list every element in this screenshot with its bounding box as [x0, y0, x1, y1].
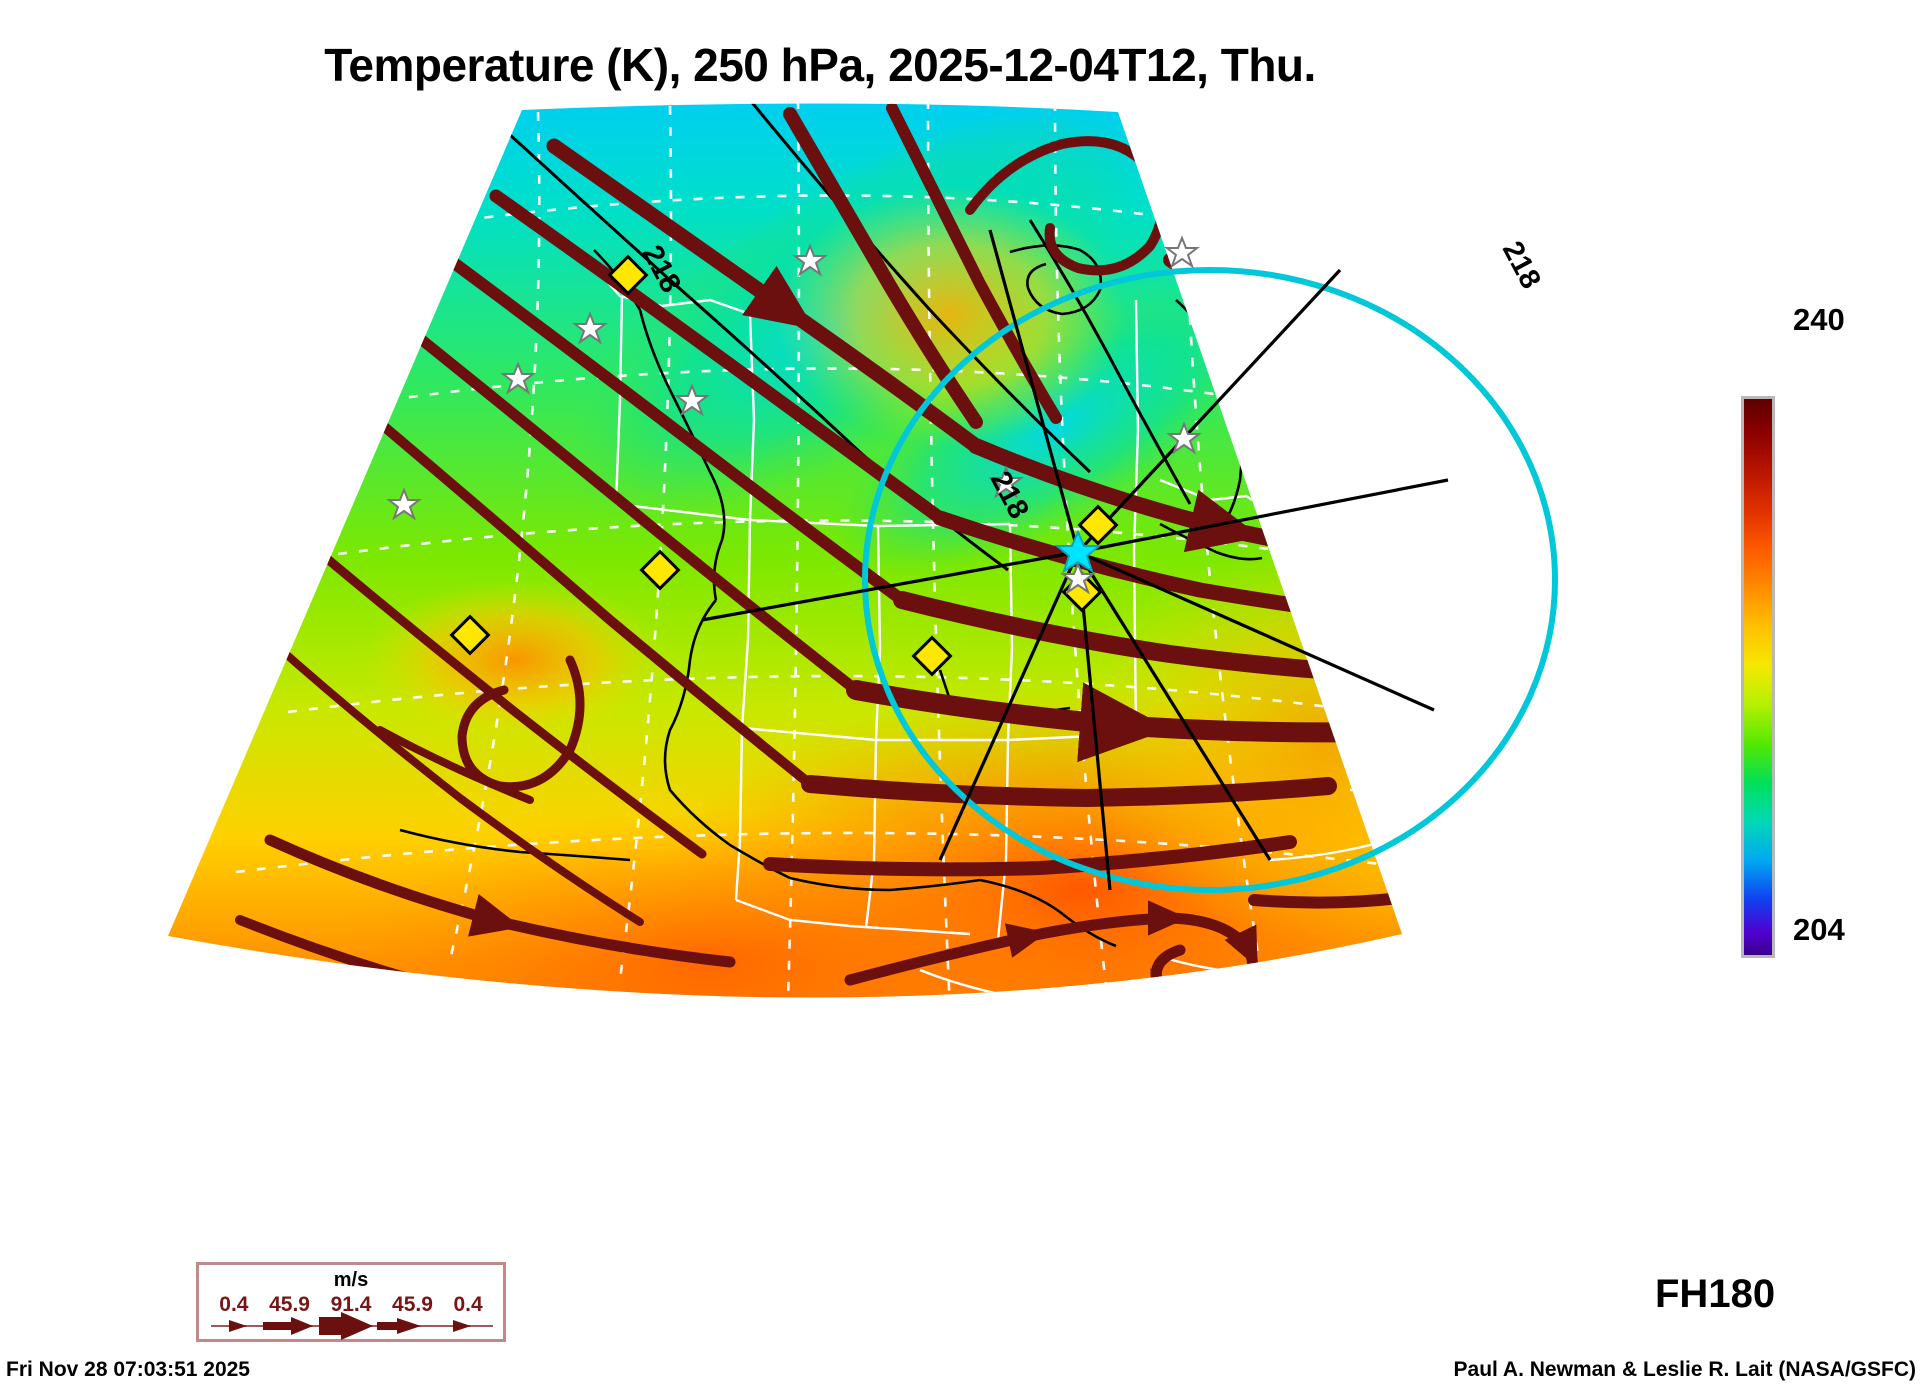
map-panel[interactable]: 218 218 218: [150, 100, 1570, 1120]
wind-value: 0.4: [453, 1293, 483, 1316]
flight-routes: [701, 229, 1449, 891]
marker-star[interactable]: [1060, 561, 1096, 595]
marker-star[interactable]: [1166, 421, 1202, 455]
marker-star[interactable]: [792, 243, 828, 277]
station-markers[interactable]: [386, 235, 1202, 677]
marker-star[interactable]: [988, 465, 1024, 499]
marker-diamond[interactable]: [607, 254, 649, 296]
wind-speed-legend: m/s 0.4 45.9 91.4 45.9 0.4: [196, 1262, 506, 1342]
coastline: [399, 244, 1367, 948]
temperature-field: [168, 103, 1402, 998]
wind-values-row: 0.4 45.9 91.4 45.9 0.4: [199, 1293, 503, 1317]
marker-star[interactable]: [674, 383, 710, 417]
forecast-hour-label: FH180: [1655, 1272, 1776, 1316]
credit-text: Paul A. Newman & Leslie R. Lait (NASA/GS…: [1453, 1358, 1916, 1381]
marker-diamond[interactable]: [639, 549, 681, 591]
colorbar-min-label: 204: [1793, 912, 1845, 947]
range-ring-overlay: [862, 267, 1558, 893]
wind-value: 0.4: [219, 1293, 249, 1316]
wind-value: 45.9: [269, 1293, 310, 1316]
marker-diamond[interactable]: [449, 614, 491, 656]
colorbar-max-label: 240: [1793, 302, 1845, 337]
colorbar: [1741, 396, 1775, 958]
marker-diamond[interactable]: [911, 635, 953, 677]
hub-star-marker[interactable]: [1054, 529, 1102, 574]
wind-value: 45.9: [392, 1293, 433, 1316]
colorbar-gradient: [1744, 399, 1772, 955]
map-svg[interactable]: 218 218 218: [150, 100, 1570, 1120]
wind-value: 91.4: [330, 1293, 372, 1316]
page-title: Temperature (K), 250 hPa, 2025-12-04T12,…: [324, 39, 1316, 91]
wind-arrow-scale: [211, 1312, 493, 1340]
generated-timestamp: Fri Nov 28 07:03:51 2025: [6, 1358, 250, 1381]
marker-star-group: [386, 235, 1202, 595]
marker-diamond[interactable]: [1077, 504, 1119, 546]
wind-units-label: m/s: [333, 1269, 369, 1291]
marker-star[interactable]: [572, 311, 608, 345]
range-ring: [862, 267, 1558, 893]
contour-label: 218: [1496, 236, 1547, 294]
marker-star[interactable]: [386, 487, 422, 521]
marker-star[interactable]: [1164, 235, 1200, 269]
marker-star[interactable]: [500, 361, 536, 395]
